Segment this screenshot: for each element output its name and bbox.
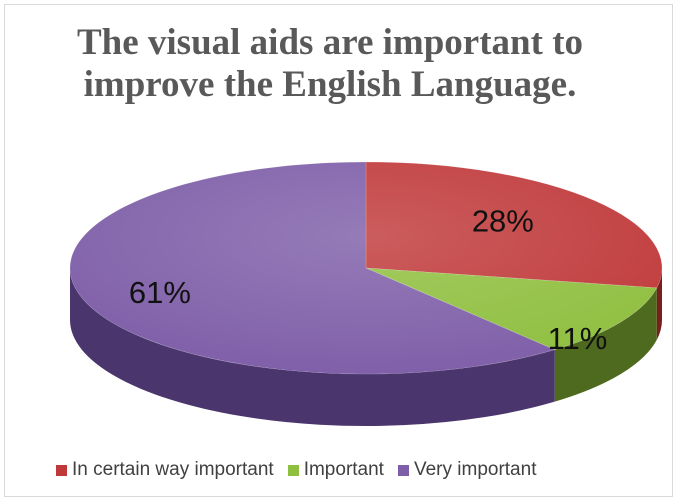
chart-title-line-1: The visual aids are important to bbox=[76, 22, 584, 63]
pie-side-important bbox=[554, 287, 657, 402]
legend-swatch-purple bbox=[397, 464, 409, 476]
chart-title-line-2: improve the English Language. bbox=[83, 64, 577, 105]
legend-item-important: Important bbox=[287, 459, 384, 481]
legend-swatch-green bbox=[287, 464, 299, 476]
pie-sides bbox=[69, 268, 662, 427]
data-label-very-important: 61% bbox=[129, 275, 191, 310]
legend-label: In certain way important bbox=[72, 459, 274, 480]
legend-item-very-important: Very important bbox=[397, 459, 537, 481]
chart-title: The visual aids are important to improve… bbox=[0, 22, 660, 106]
chart-legend: In certain way important Important Very … bbox=[56, 458, 656, 482]
legend-label: Very important bbox=[413, 459, 537, 480]
pie-slices bbox=[69, 161, 663, 375]
data-label-important: 11% bbox=[548, 321, 608, 356]
data-label-in-certain-way-important: 28% bbox=[472, 204, 534, 239]
pie-side-very-important bbox=[69, 268, 555, 427]
legend-label: Important bbox=[303, 459, 384, 480]
pie-side-in-certain-way-important bbox=[656, 268, 662, 340]
legend-item-in-certain-way-important: In certain way important bbox=[56, 459, 274, 481]
pie-gloss bbox=[70, 162, 662, 374]
pie-data-labels: 28% 11% 61% bbox=[129, 204, 607, 356]
legend-swatch-red bbox=[56, 464, 67, 476]
